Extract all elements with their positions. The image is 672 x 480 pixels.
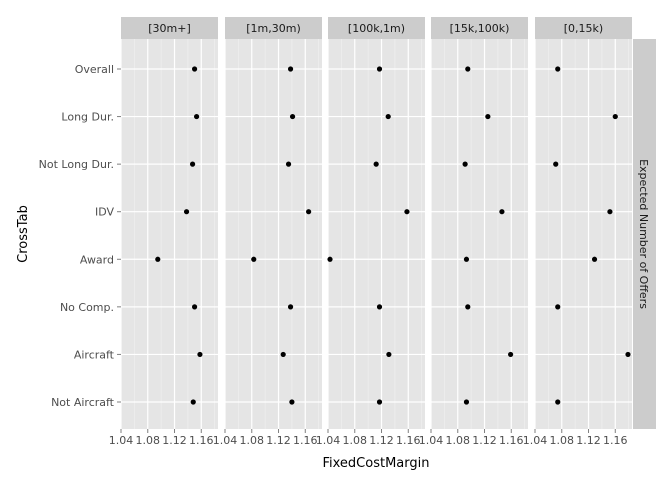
panel-2: [1m,30m) (224, 17, 322, 429)
data-point (465, 66, 471, 72)
data-point (306, 209, 312, 215)
panel-bg (328, 39, 425, 429)
x-tick-label: 1.12 (266, 434, 291, 447)
y-tick-label: Not Long Dur. (39, 158, 114, 171)
x-tick-label: 1.04 (316, 434, 341, 447)
data-point (591, 256, 598, 262)
x-tick-label: 1.12 (369, 434, 394, 447)
x-axis: 1.04 1.08 1.12 1.16 1.04 1.08 1.12 1.161.04 1.08… (109, 429, 628, 447)
x-tick-label: 1.04 (419, 434, 444, 447)
panel-bg (535, 39, 632, 429)
strip-label: [1m,30m) (246, 22, 301, 35)
strip-label: [100k,1m) (348, 22, 405, 35)
data-point (376, 399, 383, 405)
panel-4: [15k,100k) (430, 17, 528, 429)
y-tick-label: Long Dur. (61, 111, 114, 124)
y-tick-label: No Comp. (60, 301, 114, 314)
data-point (463, 256, 470, 262)
panel-bg (121, 39, 218, 429)
data-point (190, 399, 196, 405)
panel-bg (431, 39, 528, 429)
data-point (499, 209, 505, 215)
data-point (555, 304, 561, 310)
data-point (189, 161, 196, 167)
y-tick-label: IDV (95, 206, 115, 219)
data-point (287, 304, 294, 310)
data-point (183, 209, 190, 215)
y-tick-label: Not Aircraft (51, 396, 115, 409)
facet-strip-bg (633, 39, 656, 429)
x-tick-label: 1.04 (109, 434, 134, 447)
data-point (327, 256, 333, 262)
data-point (386, 351, 392, 358)
strip-bg (225, 17, 322, 39)
data-point (376, 304, 383, 310)
data-point (155, 256, 161, 262)
x-tick-label: 1.16 (293, 434, 318, 447)
strip-label: [0,15k) (564, 22, 603, 35)
data-point (607, 209, 613, 215)
x-tick-label: 1.12 (472, 434, 497, 447)
x-axis-title: FixedCostMargin (323, 456, 430, 471)
facet-strip-right: Expected Number of Offers (633, 39, 656, 429)
x-tick-label: 1.04 (523, 434, 548, 447)
panel-1: [30m+] (120, 17, 218, 429)
data-point (193, 113, 200, 120)
data-point (289, 113, 296, 120)
x-tick-label: 1.16 (396, 434, 421, 447)
x-tick-label: 1.16 (189, 434, 214, 447)
data-point (465, 304, 471, 310)
data-point (289, 399, 295, 405)
x-tick-label: 1.04 (213, 434, 238, 447)
data-point (553, 161, 559, 167)
strip-label: [15k,100k) (450, 22, 510, 35)
data-point (625, 351, 631, 358)
data-point (251, 256, 257, 262)
data-point (462, 161, 468, 167)
strip-bg (328, 17, 425, 39)
strip-bg (121, 17, 218, 39)
y-axis-title: CrossTab (16, 205, 31, 263)
data-point (287, 66, 294, 72)
strip-bg (535, 17, 632, 39)
x-tick-label: 1.08 (136, 434, 161, 447)
y-tick-label: Aircraft (74, 348, 115, 361)
data-point (555, 66, 561, 72)
data-point (463, 399, 470, 405)
y-tick-label: Overall (75, 63, 114, 76)
data-point (191, 66, 198, 72)
strip-label: [30m+] (148, 22, 191, 35)
panels: [30m+] [1m,30m) [100k,1m) [15k,100k) [0,15k) (120, 17, 632, 429)
data-point (280, 351, 286, 358)
data-point (373, 161, 379, 167)
data-point (285, 161, 292, 167)
data-point (404, 209, 410, 215)
panel-bg (225, 39, 322, 429)
data-point (197, 351, 203, 358)
x-tick-label: 1.08 (240, 434, 265, 447)
x-tick-label: 1.08 (550, 434, 575, 447)
y-tick-label: Award (80, 253, 114, 266)
y-axis: Overall Long Dur. Not Long Dur. IDV Award No … (39, 63, 121, 409)
data-point (612, 113, 618, 120)
data-point (191, 304, 198, 310)
panel-5: [0,15k) (534, 17, 632, 429)
x-tick-label: 1.08 (343, 434, 368, 447)
facet-strip-label: Expected Number of Offers (637, 159, 650, 309)
x-tick-label: 1.12 (576, 434, 601, 447)
data-point (376, 66, 383, 72)
data-point (385, 113, 391, 120)
x-tick-label: 1.08 (446, 434, 471, 447)
x-tick-label: 1.16 (603, 434, 628, 447)
x-tick-label: 1.16 (499, 434, 524, 447)
panel-3: [100k,1m) (327, 17, 425, 429)
data-point (485, 113, 491, 120)
x-tick-label: 1.12 (162, 434, 187, 447)
data-point (508, 351, 514, 358)
data-point (555, 399, 561, 405)
strip-bg (431, 17, 528, 39)
